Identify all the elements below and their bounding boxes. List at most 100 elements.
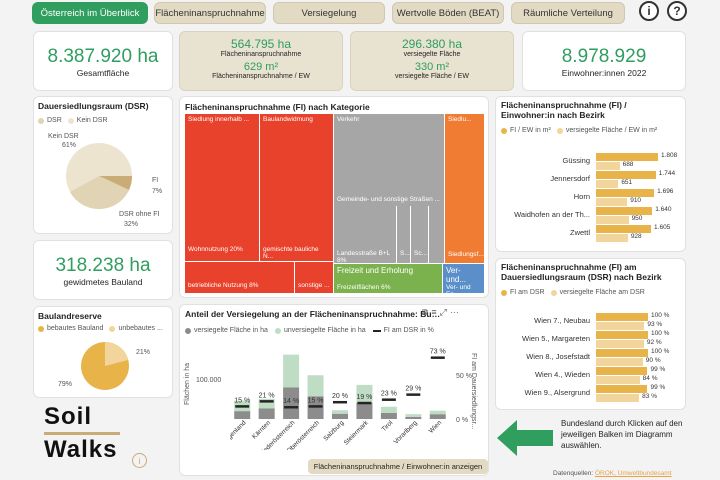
- bar-unsealed[interactable]: [307, 375, 324, 397]
- legend-label: unbebautes ...: [118, 325, 163, 332]
- bar-unsealed[interactable]: [429, 410, 446, 415]
- bar-fi[interactable]: [596, 171, 656, 179]
- bar-sealed[interactable]: [429, 414, 446, 419]
- bar-unsealed[interactable]: [380, 406, 397, 413]
- tab-wertvolle-boeden[interactable]: Wertvolle Böden (BEAT): [392, 2, 504, 24]
- dsr-pie[interactable]: [64, 141, 134, 211]
- legend-label: bebautes Bauland: [47, 325, 104, 332]
- bar-fi[interactable]: [596, 385, 648, 393]
- pie-slice-dsr[interactable]: [99, 176, 129, 210]
- bar-sealed[interactable]: [596, 162, 620, 170]
- bar-sealed[interactable]: [596, 340, 644, 348]
- bar-fi[interactable]: [596, 225, 652, 233]
- bar-fi[interactable]: [596, 313, 648, 321]
- logo-line1: Soil: [44, 403, 93, 430]
- bar-fi[interactable]: [596, 207, 653, 215]
- help-icon[interactable]: ?: [667, 1, 687, 21]
- bar-sealed[interactable]: [596, 322, 645, 330]
- bar-unsealed[interactable]: [332, 410, 348, 414]
- bar-unsealed[interactable]: [356, 384, 373, 403]
- dsr-label-ohne-pct: 32%: [124, 221, 139, 228]
- treemap-ver-und-en[interactable]: Ver- und En...: [443, 282, 485, 294]
- bar-sealed[interactable]: [405, 416, 422, 419]
- bar-sealed[interactable]: [596, 180, 619, 188]
- kpi-bauland-value: 318.238 ha: [55, 255, 151, 276]
- logo-divider: [44, 432, 120, 435]
- fi-bezirk-chart[interactable]: Güssing 1.808 688 Jennersdorf 1.744 651 Horn 1.…: [496, 152, 687, 249]
- bar-sealed[interactable]: [380, 412, 397, 419]
- footer-links[interactable]: ÖROK, Umweltbundesamt: [594, 470, 672, 477]
- legend-label: versiegelte Fläche / EW in m²: [565, 127, 658, 134]
- treemap-bauland[interactable]: Baulandwidmung: [260, 114, 334, 262]
- tab-raeumliche-verteilung[interactable]: Räumliche Verteilung: [511, 2, 625, 24]
- category-label: Salzburg: [322, 419, 345, 442]
- treemap-s1[interactable]: S...: [397, 206, 411, 264]
- legend-label: unversiegelte Fläche in ha: [283, 327, 366, 334]
- bar-fi[interactable]: [596, 349, 648, 357]
- toggle-per-ew-button[interactable]: Flächeninanspruchnahme / Einwohner:in an…: [308, 459, 488, 474]
- bar-sealed[interactable]: [596, 358, 643, 366]
- row-label: Güssing: [562, 156, 590, 165]
- tab-versiegelung[interactable]: Versiegelung: [273, 2, 385, 24]
- dsr-label-fi-pct: 7%: [152, 188, 163, 195]
- tab-flaecheninanspruchnahme[interactable]: Flächeninanspruchnahme: [154, 2, 266, 24]
- tab-oesterreich[interactable]: Österreich im Überblick: [32, 2, 148, 24]
- bar-fi[interactable]: [596, 153, 658, 161]
- treemap-sc[interactable]: Sc...: [411, 206, 429, 264]
- baulandreserve-card: Baulandreserve bebautes Bauland unbebaut…: [33, 306, 173, 398]
- bar-unsealed[interactable]: [258, 398, 275, 409]
- treemap-landesstrasse[interactable]: Landesstraße B+L 8%: [334, 206, 397, 264]
- treemap-gemeinde[interactable]: Gemeinde- und sonstige Straßen ...: [334, 194, 445, 206]
- bar-value: 100 %: [651, 348, 670, 355]
- bar-sealed[interactable]: [258, 408, 275, 420]
- kpi-total-area-card: 8.387.920 ha Gesamtfläche: [33, 31, 173, 91]
- versiegelung-y-left-label: Flächen in ha: [184, 362, 191, 405]
- versiegelung-y-right-label: FI am Dauersiedlungsr...: [470, 353, 477, 430]
- visual-toolbar-icons[interactable]: ⧉≡⤢⋯: [422, 307, 462, 317]
- treemap-wohnnutzung[interactable]: Wohnnutzung 20%: [185, 244, 260, 262]
- legend-label: versiegelte Fläche am DSR: [559, 289, 645, 296]
- bar-sealed[interactable]: [596, 394, 640, 402]
- bar-sealed[interactable]: [356, 402, 373, 419]
- bar-sealed[interactable]: [332, 413, 348, 419]
- bar-value: 1.640: [655, 206, 672, 213]
- dsr-bezirk-chart[interactable]: Wien 7., Neubau 100 % 93 % Wien 5., Margare…: [496, 312, 687, 409]
- bar-sealed[interactable]: [596, 198, 628, 206]
- treemap-gemischte[interactable]: gemischte bauliche N...: [260, 244, 334, 262]
- treemap-siedlungsf[interactable]: Siedlungsf...: [445, 249, 485, 264]
- bar-fi[interactable]: [596, 331, 648, 339]
- bar-fi[interactable]: [596, 189, 655, 197]
- treemap-sonstige[interactable]: sonstige ...: [295, 262, 334, 294]
- bar-value: 651: [621, 179, 633, 186]
- treemap-siedlu[interactable]: Siedlu...: [445, 114, 485, 264]
- legend-label: versiegelte Fläche in ha: [194, 327, 268, 334]
- bar-sealed[interactable]: [234, 411, 251, 419]
- bar-unsealed[interactable]: [405, 414, 422, 417]
- pie-slice-unbebaut[interactable]: [105, 342, 128, 366]
- pie-slice-fi[interactable]: [99, 176, 133, 190]
- dsr-legend: DSR Kein DSR: [38, 117, 108, 124]
- pct-label: 20 %: [332, 393, 348, 400]
- tick-right-50: 50 %: [456, 373, 472, 380]
- bar-sealed[interactable]: [596, 234, 628, 242]
- logo-info-icon[interactable]: i: [132, 453, 147, 468]
- fi-bezirk-title: Flächeninanspruchnahme (FI) / Einwohner:…: [501, 100, 627, 120]
- bar-unsealed[interactable]: [283, 354, 300, 388]
- bar-sealed[interactable]: [596, 216, 629, 224]
- treemap-freizeitflaechen[interactable]: Freizeitflächen 6%: [334, 282, 443, 294]
- treemap-siedlung[interactable]: Siedlung innerhalb ...: [185, 114, 260, 262]
- kpi-sealed-card: 296.380 ha versiegelte Fläche 330 m² ver…: [350, 31, 514, 91]
- info-icon[interactable]: i: [639, 1, 659, 21]
- pct-label: 29 %: [405, 386, 421, 393]
- bar-value: 100 %: [651, 330, 670, 337]
- kpi-sealed-value: 296.380 ha: [401, 37, 463, 51]
- baulandreserve-pie[interactable]: [80, 341, 130, 391]
- bar-sealed[interactable]: [596, 376, 640, 384]
- bar-fi[interactable]: [596, 367, 648, 375]
- treemap-small-grey[interactable]: [429, 206, 445, 264]
- pie-slice-dsr-ohne-fi[interactable]: [70, 176, 99, 210]
- pct-label: 73 %: [430, 349, 446, 356]
- treemap-betriebliche[interactable]: betriebliche Nutzung 8%: [185, 262, 295, 294]
- bar-sealed[interactable]: [283, 387, 300, 420]
